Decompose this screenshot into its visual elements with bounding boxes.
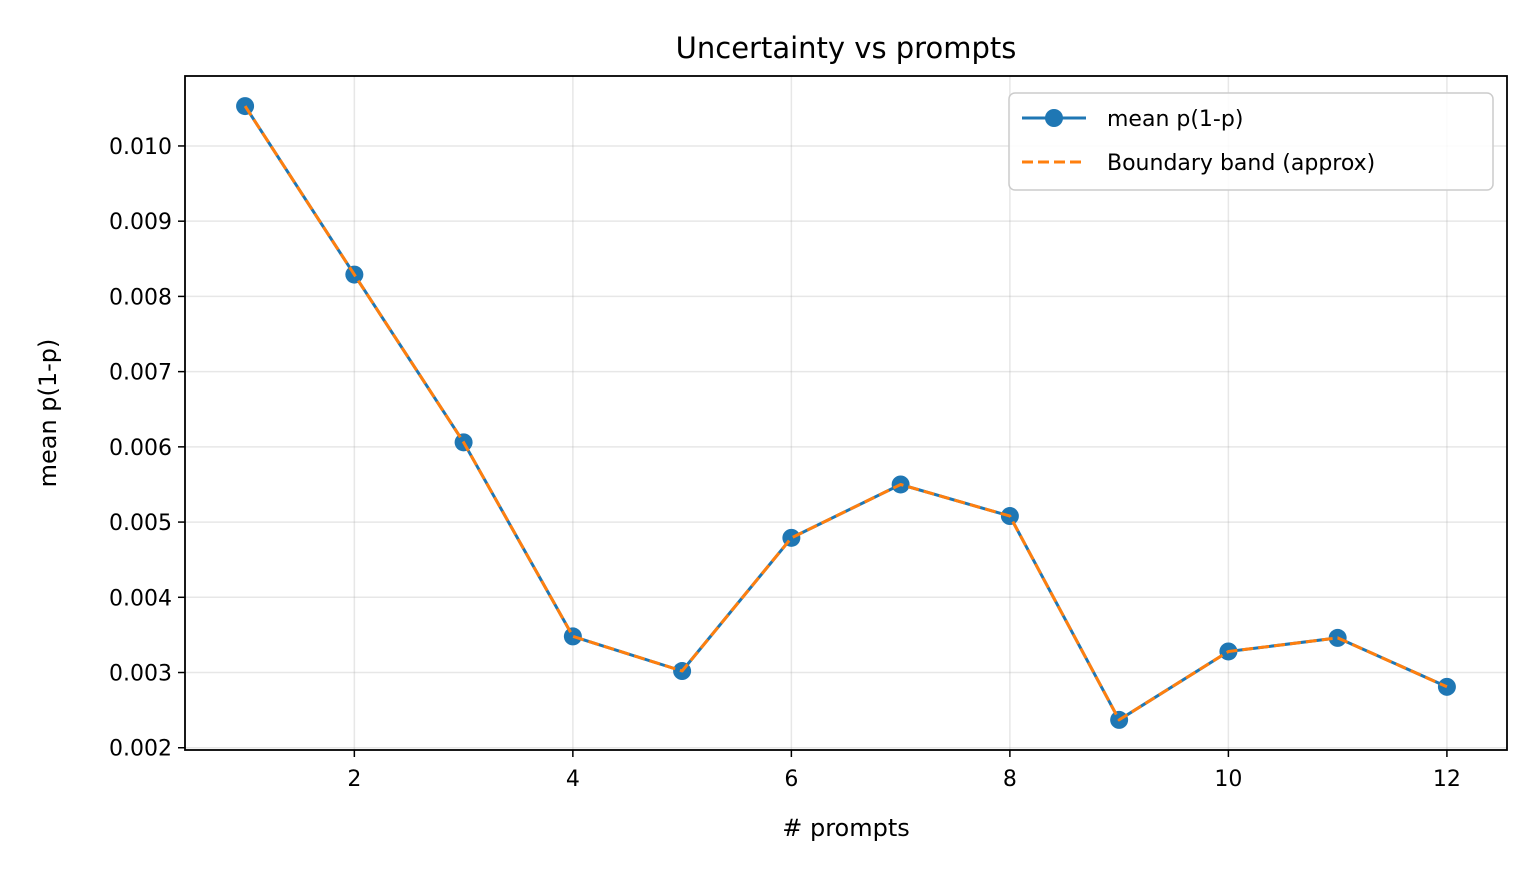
y-tick-label: 0.005 — [109, 511, 172, 536]
y-tick-label: 0.004 — [109, 586, 172, 611]
x-tick-label: 4 — [566, 767, 580, 792]
data-point — [1437, 677, 1456, 696]
legend: mean p(1-p) Boundary band (approx) — [1008, 92, 1494, 191]
y-tick-label: 0.007 — [109, 361, 172, 386]
legend-label-mean: mean p(1-p) — [1107, 107, 1243, 132]
y-tick-label: 0.006 — [109, 436, 172, 461]
x-tick-label: 6 — [784, 767, 798, 792]
legend-frame — [1008, 92, 1494, 191]
y-tick-label: 0.008 — [109, 285, 172, 310]
y-tick-label: 0.009 — [109, 210, 172, 235]
y-tick-label: 0.002 — [109, 737, 172, 762]
grid — [185, 76, 1507, 750]
axis-ticks: 2 4 6 8 10 12 0.002 0.003 0.004 0.005 0.006 0.007 0.… — [109, 135, 1461, 792]
x-tick-label: 10 — [1214, 767, 1242, 792]
legend-marker-mean — [1045, 109, 1063, 127]
series-line-1 — [243, 105, 1448, 722]
x-tick-label: 8 — [1003, 767, 1017, 792]
data-point — [236, 97, 255, 116]
x-tick-label: 12 — [1433, 767, 1461, 792]
chart-title: Uncertainty vs prompts — [676, 31, 1017, 65]
plot-frame — [184, 75, 1508, 751]
plot-series — [236, 97, 1456, 729]
legend-label-boundary: Boundary band (approx) — [1107, 151, 1375, 176]
y-axis-label: mean p(1-p) — [34, 339, 62, 488]
x-axis-label: # prompts — [782, 814, 910, 842]
y-tick-label: 0.010 — [109, 135, 172, 160]
x-tick-label: 2 — [347, 767, 361, 792]
y-tick-label: 0.003 — [109, 662, 172, 687]
